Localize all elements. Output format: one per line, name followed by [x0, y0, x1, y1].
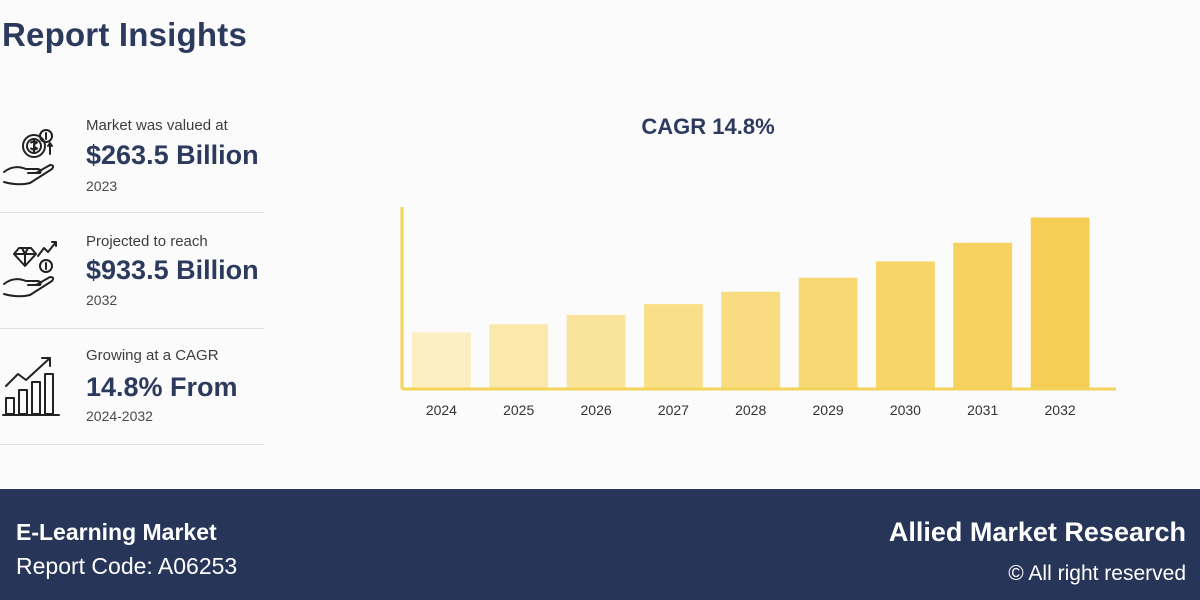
copyright: © All right reserved [1008, 562, 1186, 585]
insight-label: Market was valued at [86, 117, 228, 134]
x-tick-label: 2029 [813, 402, 844, 418]
brand-name: Allied Market Research [888, 517, 1186, 547]
money-hand-icon [3, 129, 55, 186]
x-tick-label: 2024 [426, 402, 457, 418]
bar-2024 [412, 332, 471, 388]
bar-2029 [798, 277, 858, 388]
report-code: Report Code: A06253 [16, 553, 238, 579]
insight-value: 14.8% From [86, 372, 238, 402]
bar-2028 [721, 291, 781, 388]
insight-value: $263.5 Billion [86, 140, 259, 170]
insight-year: 2023 [86, 178, 118, 194]
bar-2025 [489, 324, 549, 388]
insight-value: $933.5 Billion [86, 255, 259, 285]
bar-2031 [953, 242, 1013, 388]
x-tick-label: 2027 [658, 402, 689, 418]
footer: E-Learning Market Report Code: A06253 Al… [0, 489, 1200, 600]
insight-label: Growing at a CAGR [86, 347, 219, 364]
bar-growth-icon [2, 357, 60, 416]
x-tick-label: 2026 [581, 402, 612, 418]
insight-projected-value: Projected to reach $933.5 Billion 2032 [0, 222, 264, 329]
diamond-growth-hand-icon [3, 241, 57, 298]
chart-title: CAGR 14.8% [641, 114, 774, 139]
insight-year: 2024-2032 [86, 408, 153, 424]
x-tick-label: 2028 [735, 402, 766, 418]
insight-market-value: Market was valued at $263.5 Billion 2023 [0, 108, 264, 213]
insight-year: 2032 [86, 292, 118, 308]
insight-cagr: Growing at a CAGR 14.8% From 2024-2032 [0, 338, 264, 445]
x-tick-label: 2025 [503, 402, 534, 418]
bar-2032 [1030, 217, 1090, 388]
cagr-bar-chart: CAGR 14.8% 2024 2025 2026 2027 2028 2029 2030 2… [400, 114, 1116, 418]
insight-label: Projected to reach [86, 233, 208, 250]
x-tick-label: 2031 [967, 402, 998, 418]
bar-2026 [566, 314, 626, 388]
page-title: Report Insights [2, 16, 248, 53]
bar-2030 [876, 261, 935, 388]
market-name: E-Learning Market [16, 519, 217, 545]
x-tick-label: 2032 [1045, 402, 1076, 418]
x-tick-label: 2030 [890, 402, 921, 418]
bar-2027 [644, 304, 703, 388]
